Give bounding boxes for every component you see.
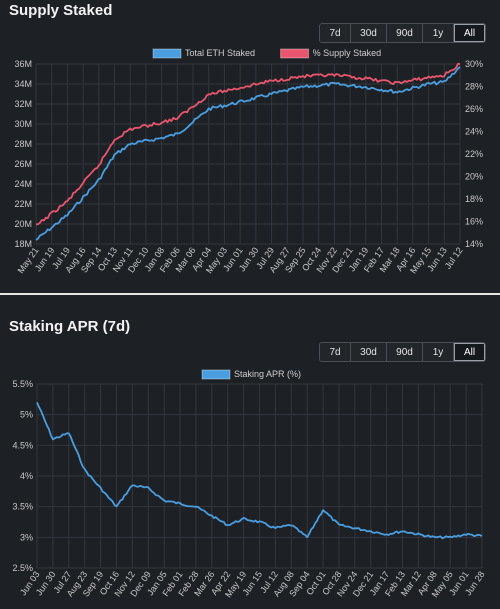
legend-label: Total ETH Staked	[185, 48, 255, 58]
y-tick-label: 20M	[14, 219, 32, 229]
y-right-tick-label: 24%	[465, 127, 483, 137]
y-tick-label: 28M	[14, 139, 32, 149]
y-tick-label: 4%	[20, 471, 33, 481]
legend-label: % Supply Staked	[313, 48, 382, 58]
y-tick-label: 2.5%	[12, 563, 33, 573]
range-all-button[interactable]: All	[454, 343, 485, 361]
range-90d-button[interactable]: 90d	[387, 343, 423, 361]
staking-apr-panel: Staking APR (7d) 7d 30d 90d 1y All Jun 0…	[0, 316, 500, 609]
y-tick-label: 34M	[14, 79, 32, 89]
y-right-tick-label: 30%	[465, 59, 483, 69]
panel-title: Staking APR (7d)	[9, 318, 131, 335]
y-tick-label: 4.5%	[12, 440, 33, 450]
y-tick-label: 36M	[14, 59, 32, 69]
range-30d-button[interactable]: 30d	[351, 343, 387, 361]
y-tick-label: 5%	[20, 410, 33, 420]
y-tick-label: 18M	[14, 239, 32, 249]
range-30d-button[interactable]: 30d	[351, 24, 387, 42]
supply-staked-panel: Supply Staked 7d 30d 90d 1y All May 21 Ju…	[0, 0, 500, 290]
y-tick-label: 3.5%	[12, 502, 33, 512]
legend-swatch	[201, 369, 231, 380]
legend-swatch	[280, 48, 310, 59]
y-tick-label: 26M	[14, 159, 32, 169]
range-selector: 7d 30d 90d 1y All	[319, 342, 486, 362]
legend-swatch	[152, 48, 182, 59]
y-right-tick-label: 28%	[465, 82, 483, 92]
range-all-button[interactable]: All	[454, 24, 485, 42]
y-right-tick-label: 22%	[465, 149, 483, 159]
page-title: Supply Staked	[9, 2, 113, 19]
y-right-tick-label: 14%	[465, 239, 483, 249]
range-selector: 7d 30d 90d 1y All	[319, 23, 486, 43]
y-tick-label: 30M	[14, 119, 32, 129]
series-line	[35, 62, 461, 226]
range-7d-button[interactable]: 7d	[320, 24, 351, 42]
panel-divider	[0, 293, 500, 295]
y-right-tick-label: 26%	[465, 104, 483, 114]
y-tick-label: 22M	[14, 199, 32, 209]
y-right-tick-label: 16%	[465, 217, 483, 227]
y-tick-label: 24M	[14, 179, 32, 189]
range-90d-button[interactable]: 90d	[387, 24, 423, 42]
y-tick-label: 3%	[20, 532, 33, 542]
range-1y-button[interactable]: 1y	[423, 24, 454, 42]
series-line	[35, 66, 461, 241]
range-1y-button[interactable]: 1y	[423, 343, 454, 361]
y-tick-label: 5.5%	[12, 379, 33, 389]
y-right-tick-label: 18%	[465, 194, 483, 204]
series-line	[36, 402, 483, 540]
y-right-tick-label: 20%	[465, 172, 483, 182]
y-tick-label: 32M	[14, 99, 32, 109]
legend-label: Staking APR (%)	[234, 369, 301, 379]
range-7d-button[interactable]: 7d	[320, 343, 351, 361]
